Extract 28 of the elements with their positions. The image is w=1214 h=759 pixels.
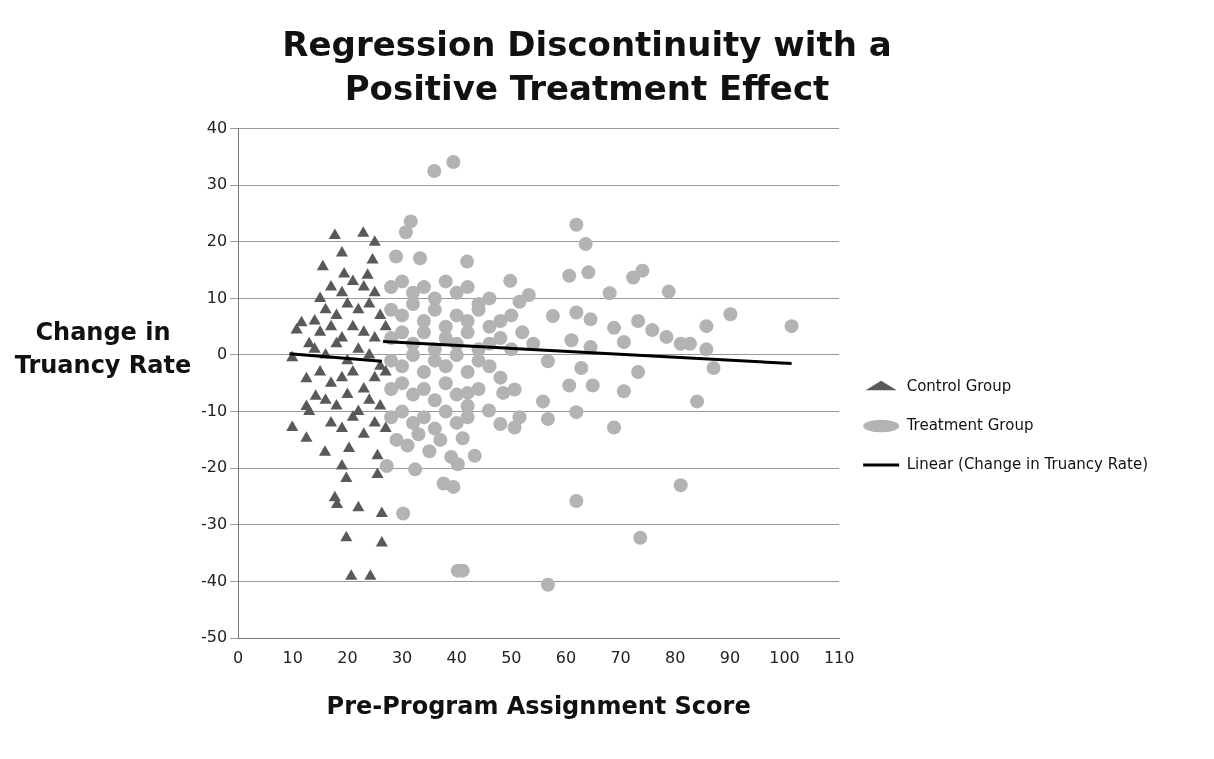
y-tick-label: -20 <box>200 457 228 477</box>
y-tick-label: -30 <box>200 514 228 534</box>
y-tick-label: -40 <box>200 570 228 590</box>
chart-title: Regression Discontinuity with a Positive Treatment Effect <box>281 23 893 111</box>
y-tick-label: 30 <box>206 174 228 194</box>
x-tick-label: 20 <box>337 648 358 668</box>
y-tick-label: 40 <box>206 118 228 138</box>
y-tick-label: 20 <box>206 231 228 251</box>
y-tick-label: -50 <box>200 627 228 647</box>
x-axis-title: Pre-Program Assignment Score <box>326 692 751 721</box>
y-tick-label: 0 <box>216 344 228 364</box>
x-tick-label: 110 <box>823 648 855 668</box>
x-tick-label: 60 <box>555 648 577 668</box>
y-axis-title: Change in Truancy Rate <box>13 317 193 381</box>
legend-label: Treatment Group <box>905 416 1034 435</box>
legend-label: Linear (Change in Truancy Rate) <box>906 455 1149 474</box>
x-tick-label: 50 <box>501 648 522 668</box>
legend-label: Control Group <box>906 377 1012 396</box>
x-tick-label: 10 <box>282 648 303 668</box>
x-tick-label: 100 <box>769 648 800 668</box>
x-tick-label: 70 <box>610 648 631 668</box>
x-tick-label: 40 <box>446 648 467 668</box>
x-tick-label: 90 <box>719 648 741 668</box>
y-tick-label: 10 <box>206 287 228 307</box>
y-tick-label: -10 <box>200 401 228 421</box>
x-tick-label: 0 <box>233 648 244 668</box>
x-tick-label: 80 <box>665 648 686 668</box>
x-tick-label: 30 <box>391 648 413 668</box>
